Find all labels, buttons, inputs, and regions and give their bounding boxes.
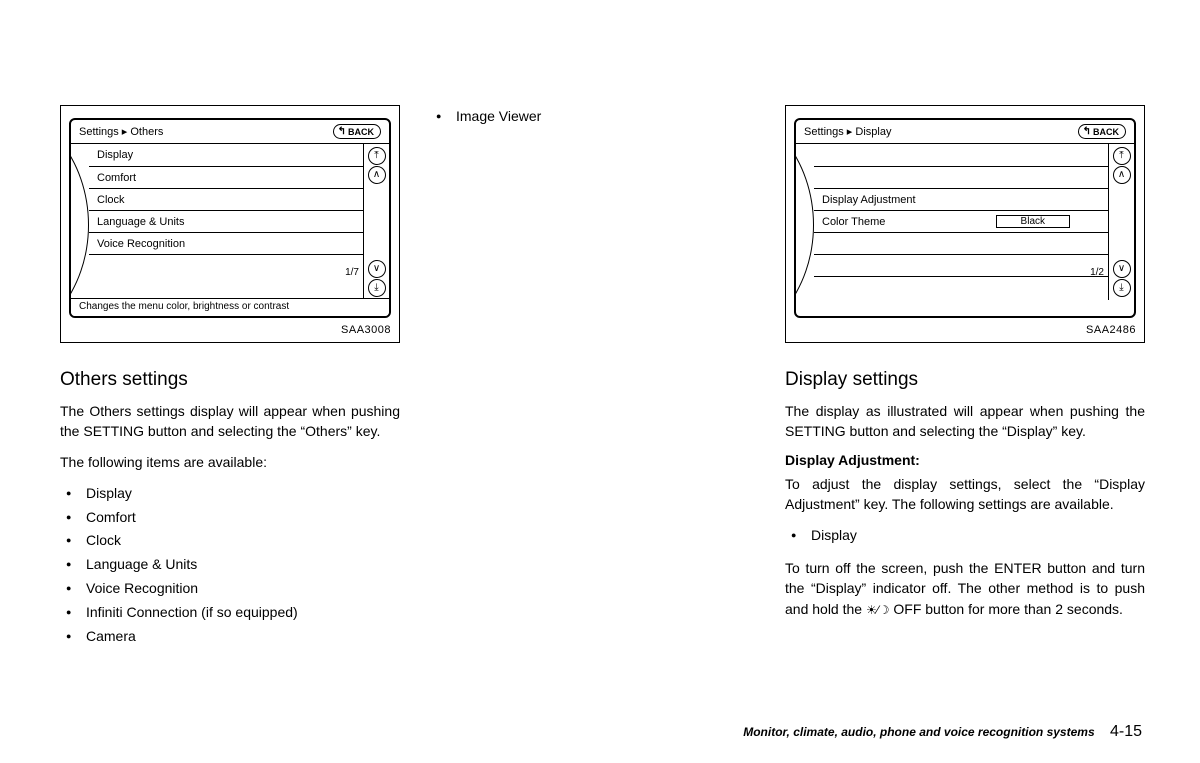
figure-display-settings: Settings ▸ Display BACK . . Display Adju… [785, 105, 1145, 343]
para-others-intro: The Others settings display will appear … [60, 401, 400, 442]
figure-code: SAA2486 [794, 324, 1136, 336]
menu-row-display[interactable]: Display [89, 144, 363, 166]
scroll-bottom-icon[interactable]: ⤓ [368, 279, 386, 297]
menu-row-empty: . [814, 276, 1108, 298]
mid-item-list: Image Viewer [430, 105, 755, 129]
display-item-list: Display [785, 524, 1145, 548]
decorative-arc [71, 144, 89, 300]
menu-row-empty: . [814, 254, 1108, 276]
scroll-bottom-icon[interactable]: ⤓ [1113, 279, 1131, 297]
list-item: Clock [66, 529, 400, 553]
page-number: 4-15 [1110, 723, 1142, 740]
menu-row-voice[interactable]: Voice Recognition [89, 232, 363, 254]
decorative-arc [796, 144, 814, 300]
menu-list: Display Comfort Clock Language & Units V… [89, 144, 363, 300]
breadcrumb: Settings ▸ Display [804, 125, 891, 138]
para-display-adjust: To adjust the display settings, select t… [785, 474, 1145, 515]
color-theme-value: Black [996, 215, 1070, 228]
page-footer: Monitor, climate, audio, phone and voice… [743, 723, 1142, 741]
menu-row-comfort[interactable]: Comfort [89, 166, 363, 188]
scroll-down-icon[interactable]: ∨ [1113, 260, 1131, 278]
page-indicator: 1/7 [345, 267, 359, 278]
figure-code: SAA3008 [69, 324, 391, 336]
page-indicator: 1/2 [1090, 267, 1104, 278]
color-theme-label: Color Theme [822, 216, 885, 228]
list-item: Voice Recognition [66, 577, 400, 601]
para-display-intro: The display as illustrated will appear w… [785, 401, 1145, 442]
para-others-available: The following items are available: [60, 452, 400, 472]
heading-display-settings: Display settings [785, 369, 1145, 391]
scroll-top-icon[interactable]: ⤒ [1113, 147, 1131, 165]
back-button[interactable]: BACK [333, 124, 381, 139]
scroll-down-icon[interactable]: ∨ [368, 260, 386, 278]
menu-row-clock[interactable]: Clock [89, 188, 363, 210]
menu-row-display-adjustment[interactable]: Display Adjustment [814, 188, 1108, 210]
brightness-off-icon: ☀⁄☽ [866, 603, 890, 617]
list-item: Comfort [66, 506, 400, 530]
heading-others-settings: Others settings [60, 369, 400, 391]
menu-row-empty: . [814, 144, 1108, 166]
menu-row-language[interactable]: Language & Units [89, 210, 363, 232]
screen-display: Settings ▸ Display BACK . . Display Adju… [794, 118, 1136, 318]
side-controls: ⤒ ∧ ∨ ⤓ [363, 144, 389, 300]
scroll-up-icon[interactable]: ∧ [368, 166, 386, 184]
list-item: Image Viewer [436, 105, 755, 129]
others-item-list: Display Comfort Clock Language & Units V… [60, 482, 400, 649]
list-item: Display [791, 524, 1145, 548]
subhead-display-adjustment: Display Adjustment: [785, 452, 1145, 468]
list-item: Language & Units [66, 553, 400, 577]
scroll-top-icon[interactable]: ⤒ [368, 147, 386, 165]
list-item: Infiniti Connection (if so equipped) [66, 601, 400, 625]
screen-hint: Changes the menu color, brightness or co… [71, 298, 389, 316]
scroll-up-icon[interactable]: ∧ [1113, 166, 1131, 184]
chapter-title: Monitor, climate, audio, phone and voice… [743, 725, 1094, 739]
menu-row-empty: . [89, 254, 363, 276]
screen-others: Settings ▸ Others BACK Display Comfort C… [69, 118, 391, 318]
figure-others-settings: Settings ▸ Others BACK Display Comfort C… [60, 105, 400, 343]
menu-row-color-theme[interactable]: Color Theme Black [814, 210, 1108, 232]
menu-row-empty: . [814, 166, 1108, 188]
back-button[interactable]: BACK [1078, 124, 1126, 139]
side-controls: ⤒ ∧ ∨ ⤓ [1108, 144, 1134, 300]
menu-row-empty: . [814, 232, 1108, 254]
menu-list: . . Display Adjustment Color Theme Black… [814, 144, 1108, 300]
para-display-off-b: OFF button for more than 2 seconds. [890, 601, 1123, 617]
list-item: Camera [66, 625, 400, 649]
list-item: Display [66, 482, 400, 506]
para-display-off: To turn off the screen, push the ENTER b… [785, 558, 1145, 619]
breadcrumb: Settings ▸ Others [79, 125, 163, 138]
